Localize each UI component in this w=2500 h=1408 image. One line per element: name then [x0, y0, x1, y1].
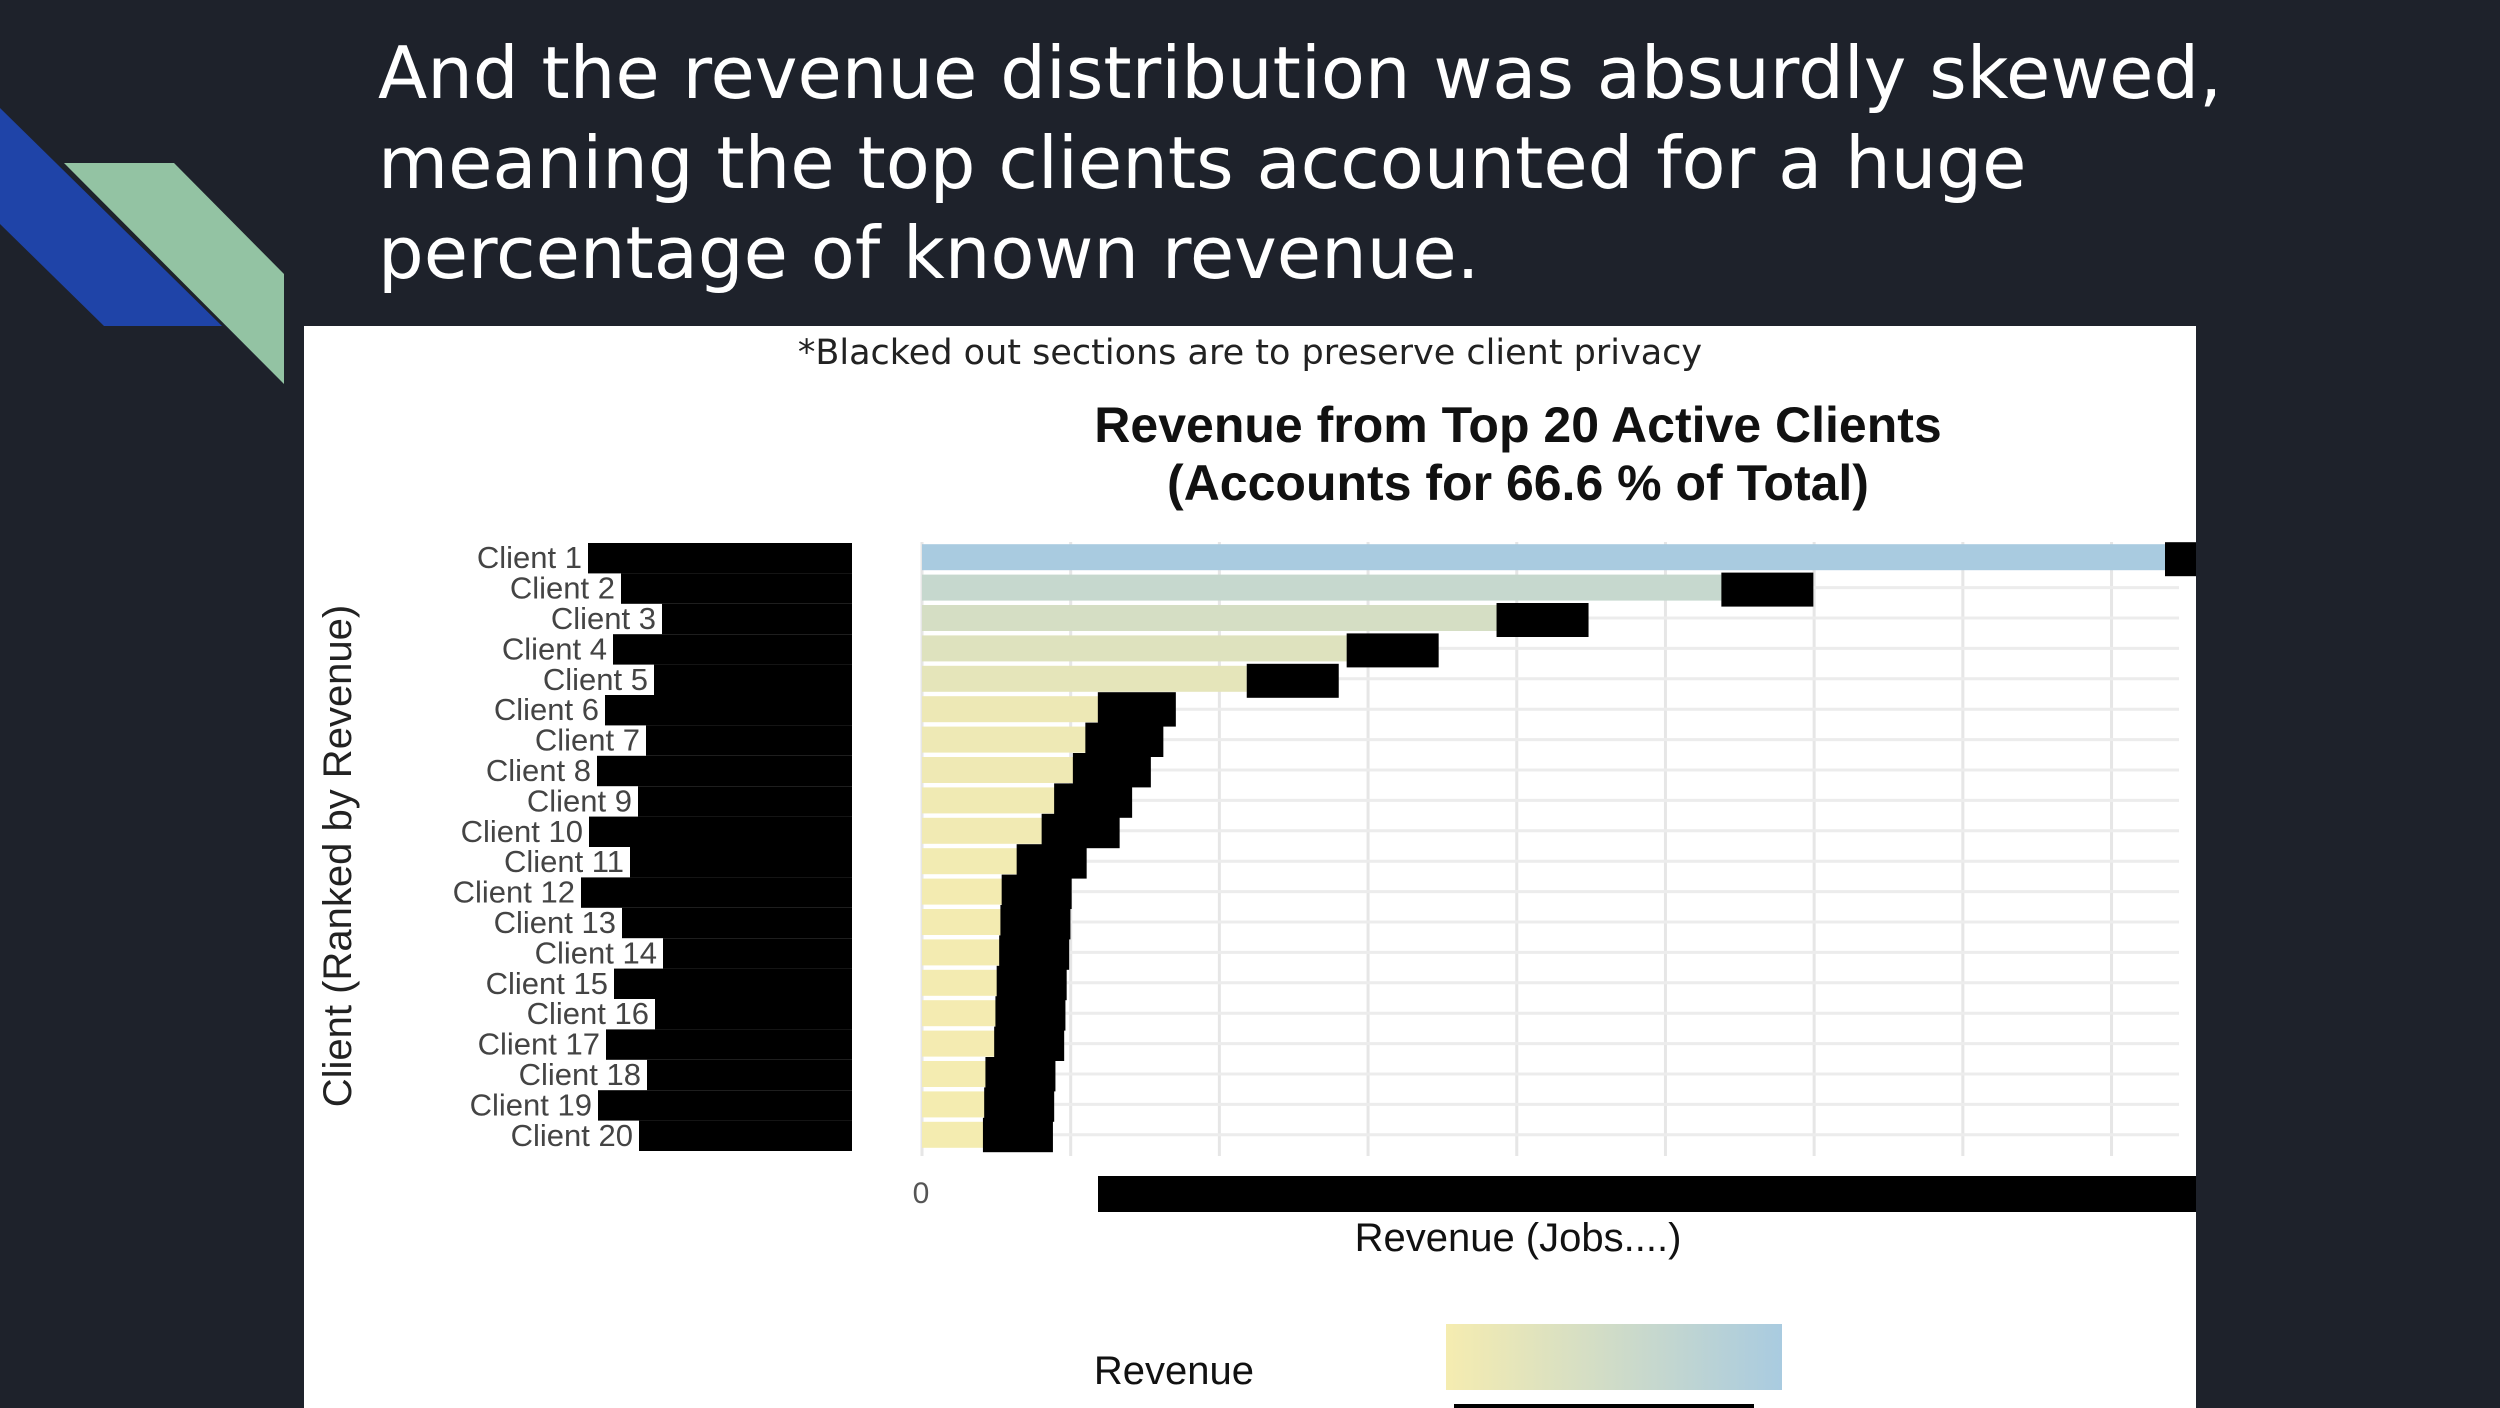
- label-redaction: [638, 786, 852, 817]
- bar-redaction: [1097, 692, 1176, 727]
- y-tick-label: Client 16: [527, 996, 649, 1031]
- y-tick-label: Client 3: [551, 601, 656, 636]
- bar-redaction: [1016, 844, 1087, 879]
- y-tick-label: Client 2: [510, 571, 615, 606]
- privacy-note: *Blacked out sections are to preserve cl…: [798, 333, 1702, 373]
- y-tick-label: Client 17: [478, 1027, 600, 1062]
- label-redaction: [621, 573, 852, 604]
- label-redaction: [646, 725, 852, 756]
- x-axis-redaction: [1098, 1176, 2196, 1212]
- y-tick-label: Client 5: [543, 662, 648, 697]
- bar-redaction: [1496, 603, 1589, 637]
- label-redaction: [622, 907, 852, 939]
- y-tick-label: Client 7: [535, 723, 640, 758]
- label-redaction: [663, 938, 852, 969]
- y-tick-label: Client 12: [453, 875, 575, 910]
- label-redaction: [655, 999, 852, 1030]
- y-axis-title: Client (Ranked by Revenue): [316, 605, 360, 1107]
- y-tick-label: Client 19: [470, 1087, 592, 1122]
- bar-redaction: [1346, 633, 1439, 668]
- bar-redaction: [1001, 874, 1072, 909]
- slide-decoration: [0, 108, 284, 384]
- bar-redaction: [1000, 905, 1071, 940]
- y-tick-label: Client 9: [527, 783, 632, 818]
- bar-redaction: [999, 935, 1070, 970]
- bar-redaction: [1246, 663, 1339, 698]
- y-tick-label: Client 11: [504, 844, 624, 879]
- y-tick-label: Client 15: [486, 966, 608, 1001]
- bars-group: [922, 544, 2171, 1148]
- bar-redaction: [996, 965, 1067, 1001]
- redaction-blocks: [581, 542, 2196, 1153]
- x-axis-title: Revenue (Jobs....): [1355, 1216, 1682, 1260]
- chart-panel: *Blacked out sections are to preserve cl…: [304, 326, 2196, 1408]
- bar-6: [922, 696, 1122, 723]
- label-redaction: [613, 634, 852, 665]
- bar-redaction: [1072, 753, 1151, 788]
- bar-2: [922, 574, 1722, 601]
- label-redaction: [589, 816, 852, 847]
- bar-1: [922, 544, 2171, 571]
- bar-redaction: [985, 1057, 1056, 1092]
- label-redaction: [647, 1059, 852, 1091]
- y-tick-label: Client 6: [494, 692, 599, 727]
- bar-4: [922, 635, 1347, 662]
- y-tick-label: Client 20: [511, 1118, 633, 1153]
- bar-redaction: [1054, 783, 1133, 818]
- chart-subtitle: (Accounts for 66.6 % of Total): [1167, 455, 1869, 511]
- bar-8: [922, 757, 1097, 783]
- deco-green-stripe: [64, 163, 284, 384]
- label-redaction: [654, 664, 852, 695]
- bar-redaction: [982, 1117, 1053, 1153]
- bar-redaction: [1721, 572, 1814, 607]
- bar-7: [922, 726, 1110, 753]
- bar-3: [922, 605, 1497, 631]
- label-redaction: [662, 603, 852, 635]
- y-tick-label: Client 8: [486, 753, 591, 788]
- bar-redaction: [2165, 542, 2196, 577]
- bar-redaction: [995, 996, 1066, 1031]
- label-redaction: [588, 543, 852, 574]
- label-redaction: [606, 1029, 852, 1060]
- y-tick-label: Client 10: [461, 814, 583, 849]
- y-tick-label: Client 18: [519, 1057, 641, 1092]
- bar-5: [922, 665, 1247, 692]
- label-redaction: [581, 877, 852, 908]
- bar-redaction: [1041, 813, 1120, 849]
- bar-9: [922, 787, 1079, 814]
- slide-title: And the revenue distribution was absurdl…: [378, 31, 2223, 295]
- legend-title: Revenue: [1094, 1349, 1254, 1393]
- deco-blue-stripe: [0, 108, 222, 326]
- bar-redaction: [1085, 722, 1164, 757]
- legend-colorbar: [1446, 1324, 1782, 1390]
- revenue-chart: *Blacked out sections are to preserve cl…: [316, 333, 2196, 1408]
- x-tick-label-0: 0: [913, 1177, 930, 1210]
- label-redaction: [597, 755, 852, 787]
- y-tick-label: Client 13: [494, 905, 616, 940]
- chart-title: Revenue from Top 20 Active Clients: [1094, 397, 1941, 453]
- y-tick-label: Client 14: [535, 935, 657, 970]
- label-redaction: [598, 1090, 852, 1121]
- bar-redaction: [984, 1087, 1055, 1122]
- legend-redaction: [1454, 1404, 1754, 1408]
- label-redaction: [639, 1120, 852, 1151]
- label-redaction: [614, 968, 852, 999]
- y-tick-label: Client 4: [502, 631, 607, 666]
- label-redaction: [605, 695, 852, 726]
- y-tick-label: Client 1: [477, 540, 582, 575]
- label-redaction: [630, 847, 852, 878]
- bar-redaction: [994, 1026, 1065, 1061]
